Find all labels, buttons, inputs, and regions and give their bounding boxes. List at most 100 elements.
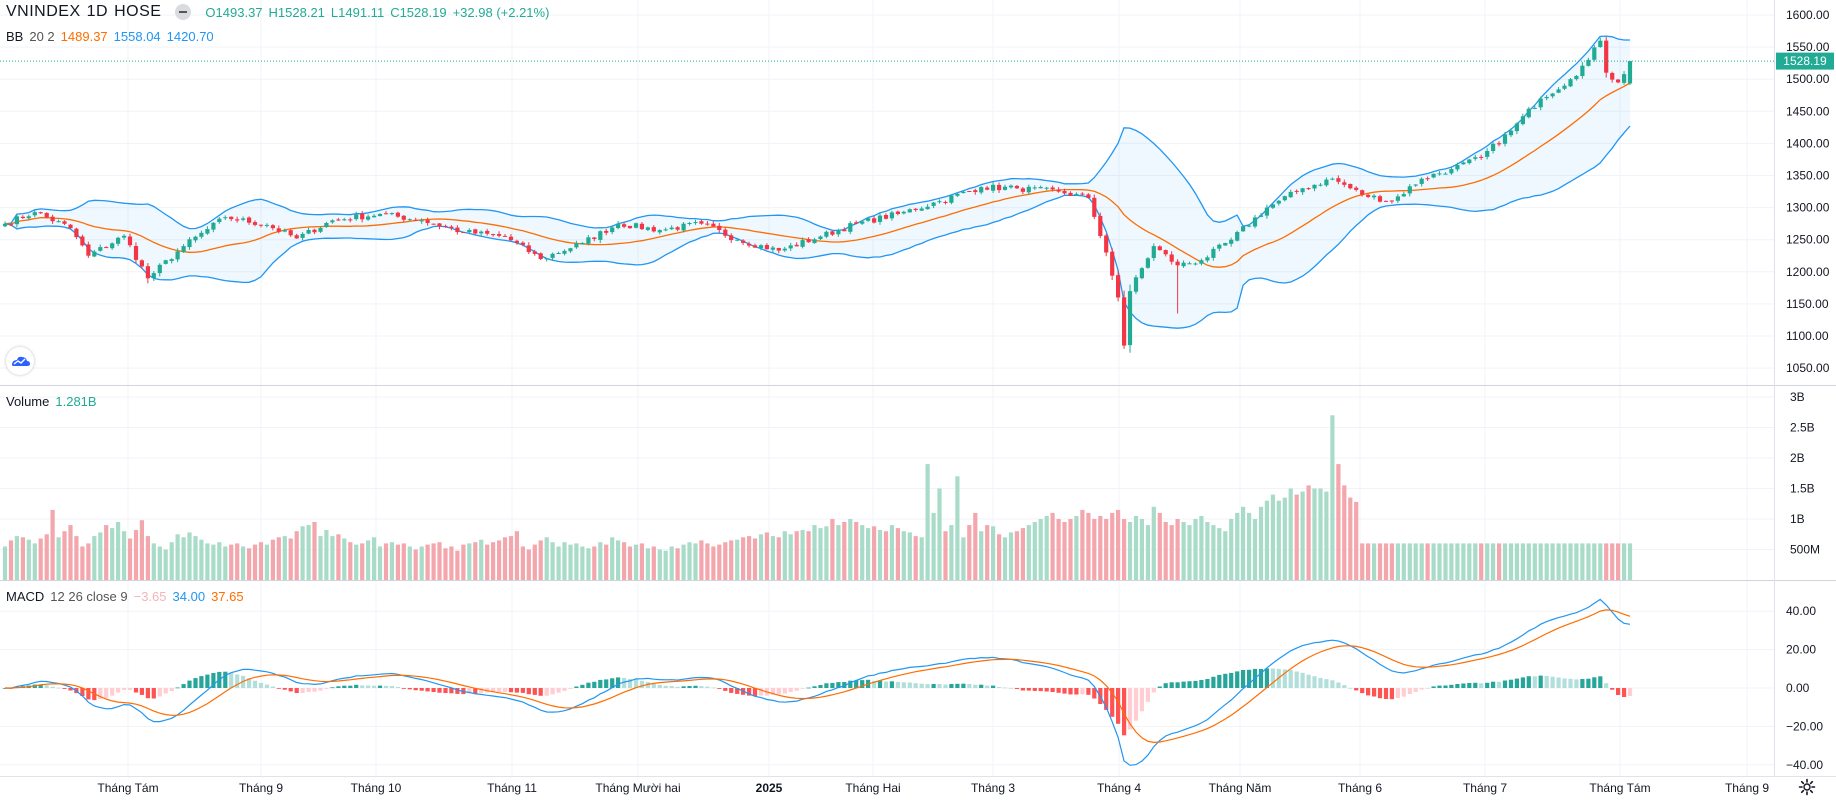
tradingview-cloud-logo-icon[interactable]: [6, 347, 34, 375]
volume-bar: [1032, 522, 1037, 580]
macd-legend[interactable]: MACD 12 26 close 9 −3.65 34.00 37.65: [6, 589, 244, 604]
candle-body: [431, 223, 436, 225]
candle-body: [1413, 184, 1418, 186]
candle-body: [1383, 200, 1389, 202]
macd-histogram-bar: [580, 684, 585, 688]
candle-body: [1098, 215, 1103, 236]
macd-histogram-bar: [860, 680, 865, 688]
bb-legend[interactable]: BB 20 2 1489.37 1558.04 1420.70: [6, 29, 214, 44]
price-axis-label: 1200.00: [1786, 265, 1830, 279]
macd-histogram-bar: [199, 676, 204, 688]
price-axis-label: 1600.00: [1786, 8, 1830, 22]
volume-bar: [622, 542, 627, 580]
macd-histogram-bar: [1074, 688, 1079, 695]
symbol-name[interactable]: VNINDEX: [6, 3, 81, 20]
candle-body: [1288, 191, 1293, 198]
candle-body: [961, 191, 966, 193]
gear-icon[interactable]: [1798, 778, 1816, 796]
macd-histogram-bar: [842, 682, 847, 688]
time-axis-label: Tháng 9: [239, 781, 283, 795]
macd-histogram-bar: [288, 688, 293, 692]
macd-histogram-bar: [610, 678, 615, 688]
candle-body: [1485, 151, 1490, 157]
macd-histogram-bar: [1383, 688, 1389, 699]
macd-histogram-bar: [663, 685, 668, 688]
volume-legend[interactable]: Volume 1.281B: [6, 394, 97, 409]
macd-histogram-bar: [794, 688, 799, 691]
candle-body: [306, 230, 311, 234]
volume-bar: [586, 548, 591, 580]
volume-bar: [193, 536, 198, 580]
macd-histogram-bar: [913, 683, 918, 688]
candle-body: [235, 219, 240, 221]
bb-lower-line: [4, 125, 1631, 329]
volume-bar: [235, 543, 240, 580]
volume-bar: [1062, 522, 1067, 580]
candle-body: [104, 247, 109, 249]
volume-bar: [1467, 543, 1472, 580]
symbol-interval[interactable]: 1D: [86, 3, 109, 20]
volume-bar: [699, 540, 704, 580]
volume-bar: [1383, 543, 1389, 580]
macd-histogram-bar: [1419, 688, 1424, 690]
volume-bar: [1056, 519, 1061, 580]
macd-histogram-bar: [848, 680, 853, 688]
volume-bar: [949, 525, 954, 580]
candle-body: [1264, 207, 1269, 216]
volume-bar: [532, 544, 537, 580]
macd-histogram-bar: [556, 688, 561, 693]
volume-bar: [8, 540, 14, 580]
candle-body: [258, 224, 264, 226]
candle-body: [193, 236, 198, 241]
volume-bar: [717, 544, 722, 580]
price-candles: [2, 36, 1633, 353]
candle-body: [1127, 291, 1133, 346]
volume-bar: [294, 531, 299, 580]
macd-histogram-bar: [955, 683, 960, 688]
volume-bar: [1538, 543, 1543, 580]
collapse-legend-icon[interactable]: [175, 4, 192, 20]
volume-bar: [1014, 531, 1019, 580]
macd-histogram-bar: [604, 679, 609, 688]
volume-axis[interactable]: 3B 2.5B 2B 1.5B 1B 500M: [1790, 390, 1820, 557]
time-axis[interactable]: Tháng Tám Tháng 9 Tháng 10 Tháng 11 Tháng Mư…: [97, 781, 1769, 795]
macd-histogram-bar: [145, 688, 150, 699]
volume-bar: [1229, 519, 1234, 580]
volume-bar: [1098, 516, 1103, 580]
volume-bar: [663, 550, 668, 580]
candle-body: [62, 221, 67, 224]
macd-histogram-bar: [1532, 676, 1537, 688]
candle-body: [354, 214, 359, 220]
candle-body: [1074, 193, 1079, 196]
candle-body: [288, 230, 293, 236]
candle-body: [1116, 275, 1121, 298]
macd-axis[interactable]: 40.00 20.00 0.00 −20.00 −40.00: [1786, 604, 1823, 772]
macd-histogram-bar: [360, 685, 365, 688]
candle-body: [1032, 187, 1037, 189]
macd-histogram-bar: [1229, 672, 1234, 688]
time-axis-label: Tháng Mười hai: [595, 781, 680, 795]
macd-histogram-bar: [407, 688, 412, 690]
macd-histogram-bar: [211, 673, 216, 688]
volume-bar: [175, 534, 180, 581]
volume-bar: [1407, 543, 1412, 580]
macd-histogram-bar: [300, 688, 305, 693]
macd-histogram-bar: [1336, 682, 1341, 688]
volume-bar: [1008, 532, 1014, 580]
macd-histogram-bar: [473, 688, 478, 694]
candle-body: [955, 193, 960, 196]
macd-histogram-bar: [1407, 688, 1412, 694]
macd-histogram-bar: [1360, 688, 1365, 694]
macd-histogram-bar: [1366, 688, 1371, 696]
candle-body: [901, 211, 906, 214]
candle-body: [824, 231, 829, 237]
volume-bar: [270, 539, 275, 580]
macd-histogram-bar: [1485, 682, 1490, 688]
macd-histogram-bar: [372, 685, 377, 688]
volume-bar: [848, 519, 853, 580]
price-axis[interactable]: 1600.00 1550.00 1500.00 1450.00 1400.00 1350.…: [1786, 8, 1830, 375]
candle-body: [1395, 196, 1400, 201]
volume-bar: [1127, 522, 1133, 580]
macd-histogram-bar: [1002, 687, 1008, 689]
